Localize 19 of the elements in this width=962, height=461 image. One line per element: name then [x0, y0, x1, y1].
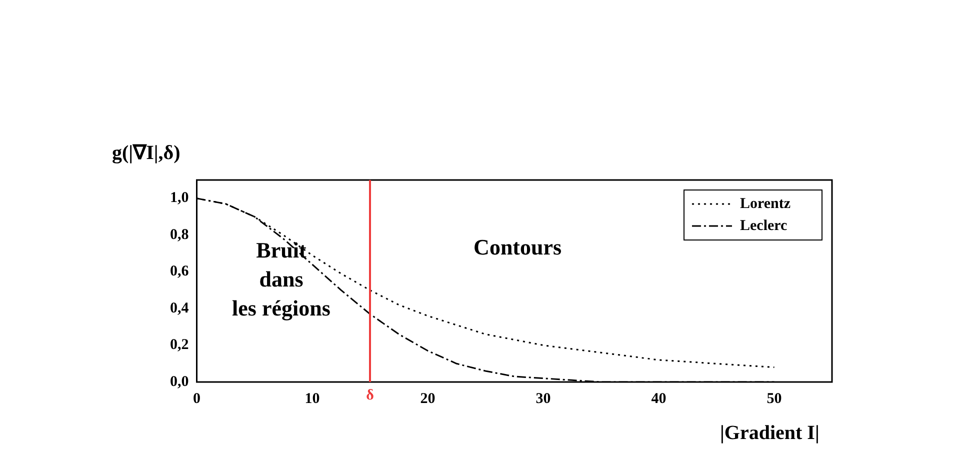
x-tick-label: 40 [651, 390, 666, 407]
y-tick-label: 0,8 [170, 226, 189, 243]
x-tick-label: 30 [536, 390, 551, 407]
ref-line-label: δ [366, 387, 374, 404]
y-axis-title: g(|∇I|,δ) [112, 141, 180, 165]
x-tick-label: 50 [766, 390, 782, 407]
x-tick-label: 20 [420, 390, 436, 407]
annotation: Bruit dans les régions [232, 238, 331, 321]
legend-label: Leclerc [740, 218, 788, 234]
x-tick-label: 0 [193, 390, 200, 407]
y-tick-label: 0,4 [170, 300, 190, 316]
annotation: Contours [474, 234, 562, 260]
y-tick-label: 0,0 [170, 374, 189, 390]
y-tick-label: 0,2 [170, 337, 189, 354]
y-tick-label: 0,6 [170, 264, 190, 280]
x-tick-label: 10 [304, 390, 320, 407]
x-axis-title: |Gradient I| [720, 422, 820, 445]
y-tick-label: 1,0 [170, 190, 189, 206]
legend-label: Lorentz [740, 196, 791, 212]
